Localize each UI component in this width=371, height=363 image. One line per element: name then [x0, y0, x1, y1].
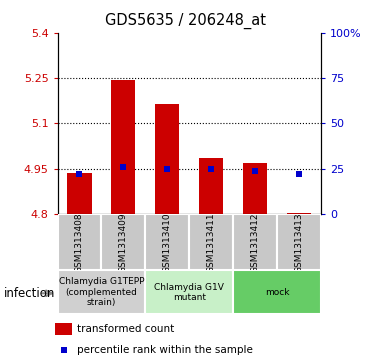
Bar [199, 158, 223, 214]
Bar [277, 214, 321, 270]
Text: GSM1313410: GSM1313410 [163, 212, 172, 273]
Bar [233, 270, 321, 314]
Text: transformed count: transformed count [77, 324, 174, 334]
Bar [58, 270, 145, 314]
Text: GSM1313412: GSM1313412 [250, 212, 260, 273]
Bar [55, 323, 72, 335]
Text: GSM1313408: GSM1313408 [75, 212, 84, 273]
Bar [287, 213, 311, 214]
Text: percentile rank within the sample: percentile rank within the sample [77, 345, 253, 355]
Bar [58, 214, 101, 270]
Bar [233, 214, 277, 270]
Text: GSM1313411: GSM1313411 [207, 212, 216, 273]
Bar [145, 214, 189, 270]
Text: infection: infection [4, 287, 55, 300]
Bar [145, 270, 233, 314]
Text: mock: mock [265, 288, 289, 297]
Bar [111, 79, 135, 214]
Text: Chlamydia G1TEPP
(complemented
strain): Chlamydia G1TEPP (complemented strain) [59, 277, 144, 307]
Bar [155, 104, 179, 214]
Bar [68, 174, 92, 214]
Text: GDS5635 / 206248_at: GDS5635 / 206248_at [105, 13, 266, 29]
Text: GSM1313413: GSM1313413 [295, 212, 303, 273]
Bar [101, 214, 145, 270]
Bar [243, 163, 267, 214]
Text: Chlamydia G1V
mutant: Chlamydia G1V mutant [154, 282, 224, 302]
Text: GSM1313409: GSM1313409 [119, 212, 128, 273]
Bar [189, 214, 233, 270]
